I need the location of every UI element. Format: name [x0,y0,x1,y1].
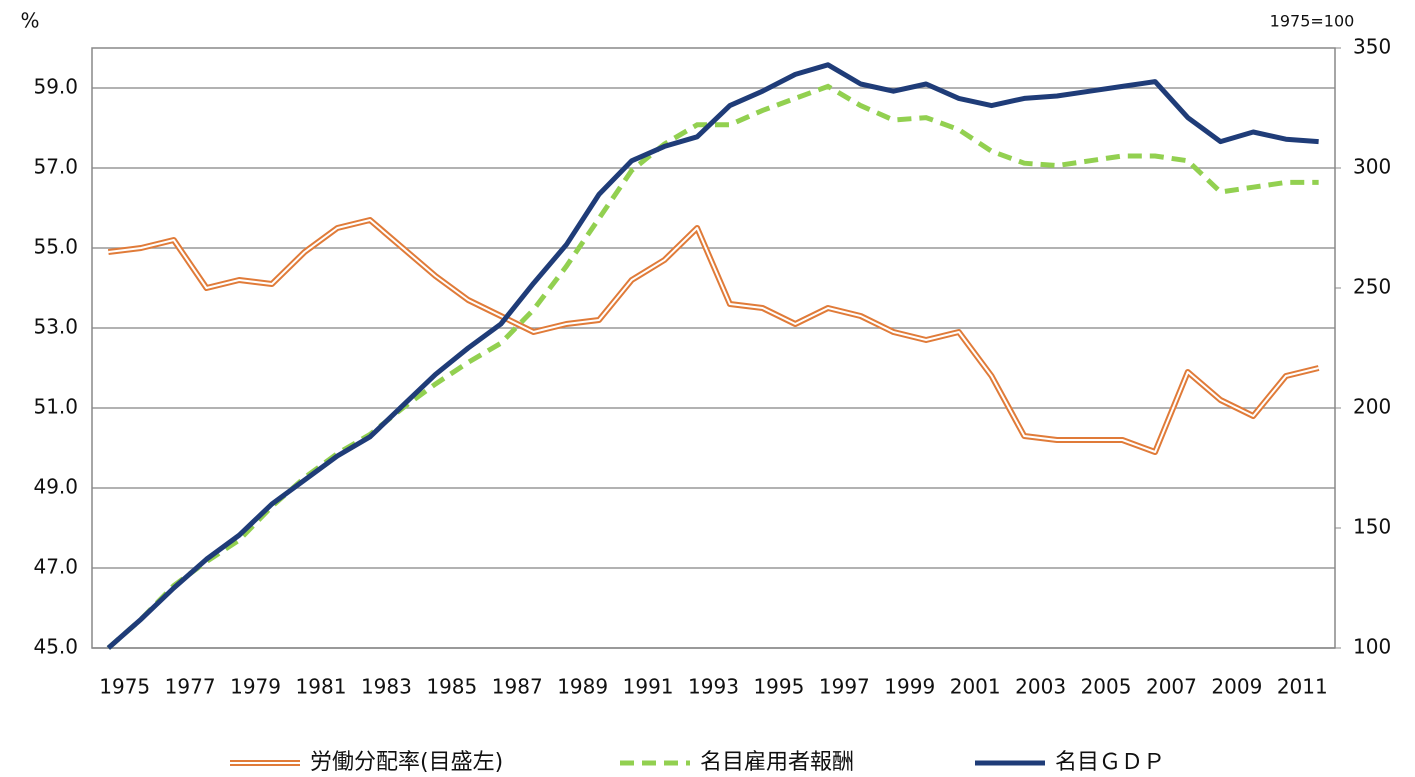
x-tick-label: 1991 [623,675,674,699]
series-line [106,62,1319,650]
y2-tick-label: 200 [1353,395,1391,419]
x-tick-label: 1977 [165,675,216,699]
x-tick-label: 1993 [688,675,739,699]
x-tick-label: 2001 [950,675,1001,699]
y-tick-label: 49.0 [33,475,78,499]
x-tick-label: 1979 [230,675,281,699]
x-tick-label: 1975 [99,675,150,699]
y-tick-label: 45.0 [33,635,78,659]
y-tick-label: 55.0 [33,235,78,259]
y-tick-label: 51.0 [33,395,78,419]
x-tick-label: 1999 [884,675,935,699]
y-tick-label: 57.0 [33,155,78,179]
y-tick-label: 53.0 [33,315,78,339]
legend-label: 労働分配率(目盛左) [310,750,503,775]
y-tick-label: 59.0 [33,75,78,99]
y2-tick-label: 250 [1353,275,1391,299]
y2-tick-label: 350 [1353,35,1391,59]
y2-tick-label: 100 [1353,635,1391,659]
y-axis-label: % [20,9,39,33]
x-tick-label: 1981 [296,675,347,699]
x-tick-label: 2003 [1015,675,1066,699]
x-tick-label: 1995 [753,675,804,699]
series-line [106,83,1319,650]
plot-frame [91,47,1336,649]
x-tick-label: 2007 [1146,675,1197,699]
x-tick-label: 2005 [1081,675,1132,699]
series-line-inner [108,219,1319,453]
x-tick-label: 2009 [1211,675,1262,699]
legend-label: 名目雇用者報酬 [700,750,854,775]
x-tick-label: 1989 [557,675,608,699]
x-tick-label: 1987 [492,675,543,699]
x-tick-label: 1985 [426,675,477,699]
x-tick-label: 1983 [361,675,412,699]
legend-label: 名目ＧＤＰ [1055,750,1165,775]
series-line [107,217,1320,455]
y-tick-label: 47.0 [33,555,78,579]
x-tick-label: 1997 [819,675,870,699]
y2-tick-label: 300 [1353,155,1391,179]
x-tick-label: 2011 [1277,675,1328,699]
y2-tick-label: 150 [1353,515,1391,539]
y2-axis-label: 1975=100 [1270,12,1355,31]
